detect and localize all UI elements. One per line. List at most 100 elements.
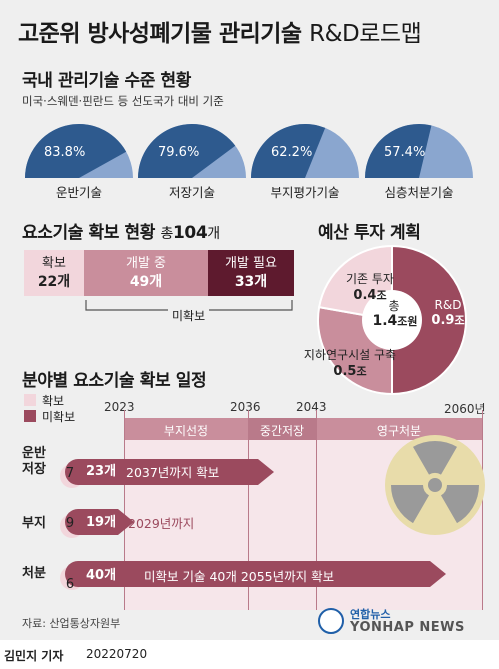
row-label-storage: 저장 bbox=[22, 462, 46, 477]
row0-arrow bbox=[65, 459, 274, 485]
gauge-label-transport: 운반기술 bbox=[55, 185, 102, 200]
slice-rnd bbox=[391, 244, 467, 396]
slice-unit-underground: 조 bbox=[356, 365, 367, 378]
gridline-2023 bbox=[124, 410, 125, 610]
status-heading-text: 요소기술 확보 현황 bbox=[22, 223, 155, 243]
schedule-heading: 분야별 요소기술 확보 일정 bbox=[22, 371, 207, 391]
slice-label-rnd: R&D 0.9조 bbox=[426, 298, 470, 328]
gauge-fill bbox=[365, 123, 432, 178]
logo-english: YONHAP NEWS bbox=[350, 620, 465, 635]
status-total-prefix: 총 bbox=[160, 226, 174, 242]
year-2043: 2043 bbox=[296, 400, 327, 414]
phase-band-site bbox=[124, 418, 248, 440]
slice-name-rnd: R&D bbox=[434, 298, 462, 312]
slice-amount-existing: 0.4 bbox=[353, 288, 377, 303]
status-bar-needed: 개발 필요 33개 bbox=[208, 250, 294, 296]
gridline-2043 bbox=[316, 410, 317, 610]
year-2036: 2036 bbox=[230, 400, 261, 414]
phase-permanent-disposal: 영구처분 bbox=[376, 424, 422, 438]
status-bar-secured: 확보 22개 bbox=[24, 250, 84, 296]
legend-label-secured: 확보 bbox=[42, 394, 65, 408]
row1-unsecured-count: 19개 bbox=[86, 515, 117, 530]
row-label-site: 부지 bbox=[22, 516, 46, 531]
status-heading: 요소기술 확보 현황 총104개 bbox=[22, 218, 220, 243]
row-label-transport-storage: 운반 저장 bbox=[22, 446, 46, 478]
budget-heading: 예산 투자 계획 bbox=[318, 223, 421, 243]
slice-amount-underground: 0.5 bbox=[333, 364, 357, 379]
logo-korean: 연합뉴스 bbox=[350, 608, 391, 621]
row0-unsecured-count: 23개 bbox=[86, 464, 117, 479]
gauge-label-disposal: 심층처분기술 bbox=[384, 185, 454, 200]
source-text: 자료: 산업통상자원부 bbox=[22, 617, 121, 630]
slice-name-underground: 지하연구시설 구축 bbox=[303, 348, 397, 362]
segment-name-secured: 확보 bbox=[42, 256, 66, 271]
budget-total-label: 총 bbox=[388, 299, 400, 313]
gauge-pct-disposal: 57.4% bbox=[384, 145, 426, 160]
gauge-fill bbox=[138, 124, 236, 178]
slice-label-underground: 지하연구시설 구축 0.5조 bbox=[290, 346, 410, 379]
status-total-unit: 개 bbox=[207, 226, 220, 242]
gridline-2036 bbox=[248, 410, 249, 610]
segment-count-secured: 22개 bbox=[37, 274, 71, 290]
budget-donut bbox=[316, 244, 467, 396]
schedule-arrows bbox=[60, 459, 446, 590]
legend-label-unsecured: 미확보 bbox=[42, 410, 76, 424]
phase-site-selection: 부지선정 bbox=[163, 424, 209, 438]
row1-arrow bbox=[65, 509, 134, 535]
phase-interim-storage: 중간저장 bbox=[259, 424, 305, 438]
phase-band-interim bbox=[248, 418, 316, 440]
radiation-icon bbox=[385, 435, 485, 535]
slice-label-existing: 기존 투자 0.4조 bbox=[340, 270, 400, 303]
row-label-transport: 운반 bbox=[22, 446, 46, 461]
unsecured-bracket bbox=[85, 300, 293, 311]
gauge-fill bbox=[251, 124, 326, 178]
row0-note: 2037년까지 확보 bbox=[126, 465, 220, 480]
row2-secured-count: 6 bbox=[65, 577, 75, 592]
segment-name-needed: 개발 필요 bbox=[225, 256, 277, 271]
yonhap-logo-icon bbox=[318, 608, 344, 634]
donut-hole bbox=[362, 290, 422, 350]
gridline-2060 bbox=[482, 410, 483, 610]
row-label-disposal: 처분 bbox=[22, 566, 46, 581]
reporter-name: 김민지 기자 bbox=[4, 649, 64, 663]
gauge-pct-transport: 83.8% bbox=[44, 145, 86, 160]
year-2060: 2060년 bbox=[444, 402, 486, 416]
budget-total-value: 1.4 bbox=[372, 313, 398, 329]
phase-band-permanent bbox=[316, 418, 482, 440]
title-en: R&D로드맵 bbox=[309, 21, 422, 47]
legend-swatch-secured bbox=[24, 394, 36, 406]
page-title: 고준위 방사성폐기물 관리기술 R&D로드맵 bbox=[18, 14, 422, 48]
credit-date: 20220720 bbox=[86, 647, 148, 661]
row2-arrow bbox=[65, 561, 446, 587]
slice-unit-existing: 조 bbox=[376, 289, 387, 302]
gauge-label-site: 부지평가기술 bbox=[270, 185, 340, 200]
title-main: 고준위 방사성폐기물 관리기술 bbox=[18, 21, 302, 47]
segment-name-developing: 개발 중 bbox=[125, 256, 166, 271]
trefoil-blade bbox=[413, 440, 457, 475]
row2-unsecured-count: 40개 bbox=[86, 568, 117, 583]
domestic-heading: 국내 관리기술 수준 현황 bbox=[22, 71, 191, 91]
legend-swatch-unsecured bbox=[24, 410, 36, 422]
budget-total: 1.4조원 bbox=[366, 313, 424, 329]
row1-note: 2029년까지 bbox=[128, 516, 195, 531]
row0-secured-count: 7 bbox=[65, 466, 75, 481]
row1-secured-count: 9 bbox=[65, 516, 75, 531]
status-bar-developing: 개발 중 49개 bbox=[84, 250, 208, 296]
segment-count-needed: 33개 bbox=[234, 274, 268, 290]
slice-unit-rnd: 조 bbox=[454, 314, 465, 327]
gauge-row bbox=[25, 123, 473, 178]
slice-amount-rnd: 0.9 bbox=[431, 313, 455, 328]
slice-name-existing: 기존 투자 bbox=[346, 272, 394, 286]
gauge-label-storage: 저장기술 bbox=[168, 185, 215, 200]
infographic-card: 고준위 방사성폐기물 관리기술 R&D로드맵 국내 관리기술 수준 현황 미국·… bbox=[0, 0, 499, 640]
budget-total-unit: 조원 bbox=[397, 315, 418, 328]
credit-footer: 김민지 기자 20220720 bbox=[0, 640, 499, 669]
trefoil-blade bbox=[391, 485, 429, 524]
gauge-pct-storage: 79.6% bbox=[158, 145, 200, 160]
segment-count-developing: 49개 bbox=[129, 274, 163, 290]
domestic-subtitle: 미국·스웨덴·핀란드 등 선도국가 대비 기준 bbox=[22, 94, 224, 108]
year-2023: 2023 bbox=[104, 400, 135, 414]
status-total-value: 104 bbox=[172, 223, 208, 243]
gauge-fill bbox=[25, 123, 127, 178]
trefoil-blade bbox=[441, 485, 479, 524]
